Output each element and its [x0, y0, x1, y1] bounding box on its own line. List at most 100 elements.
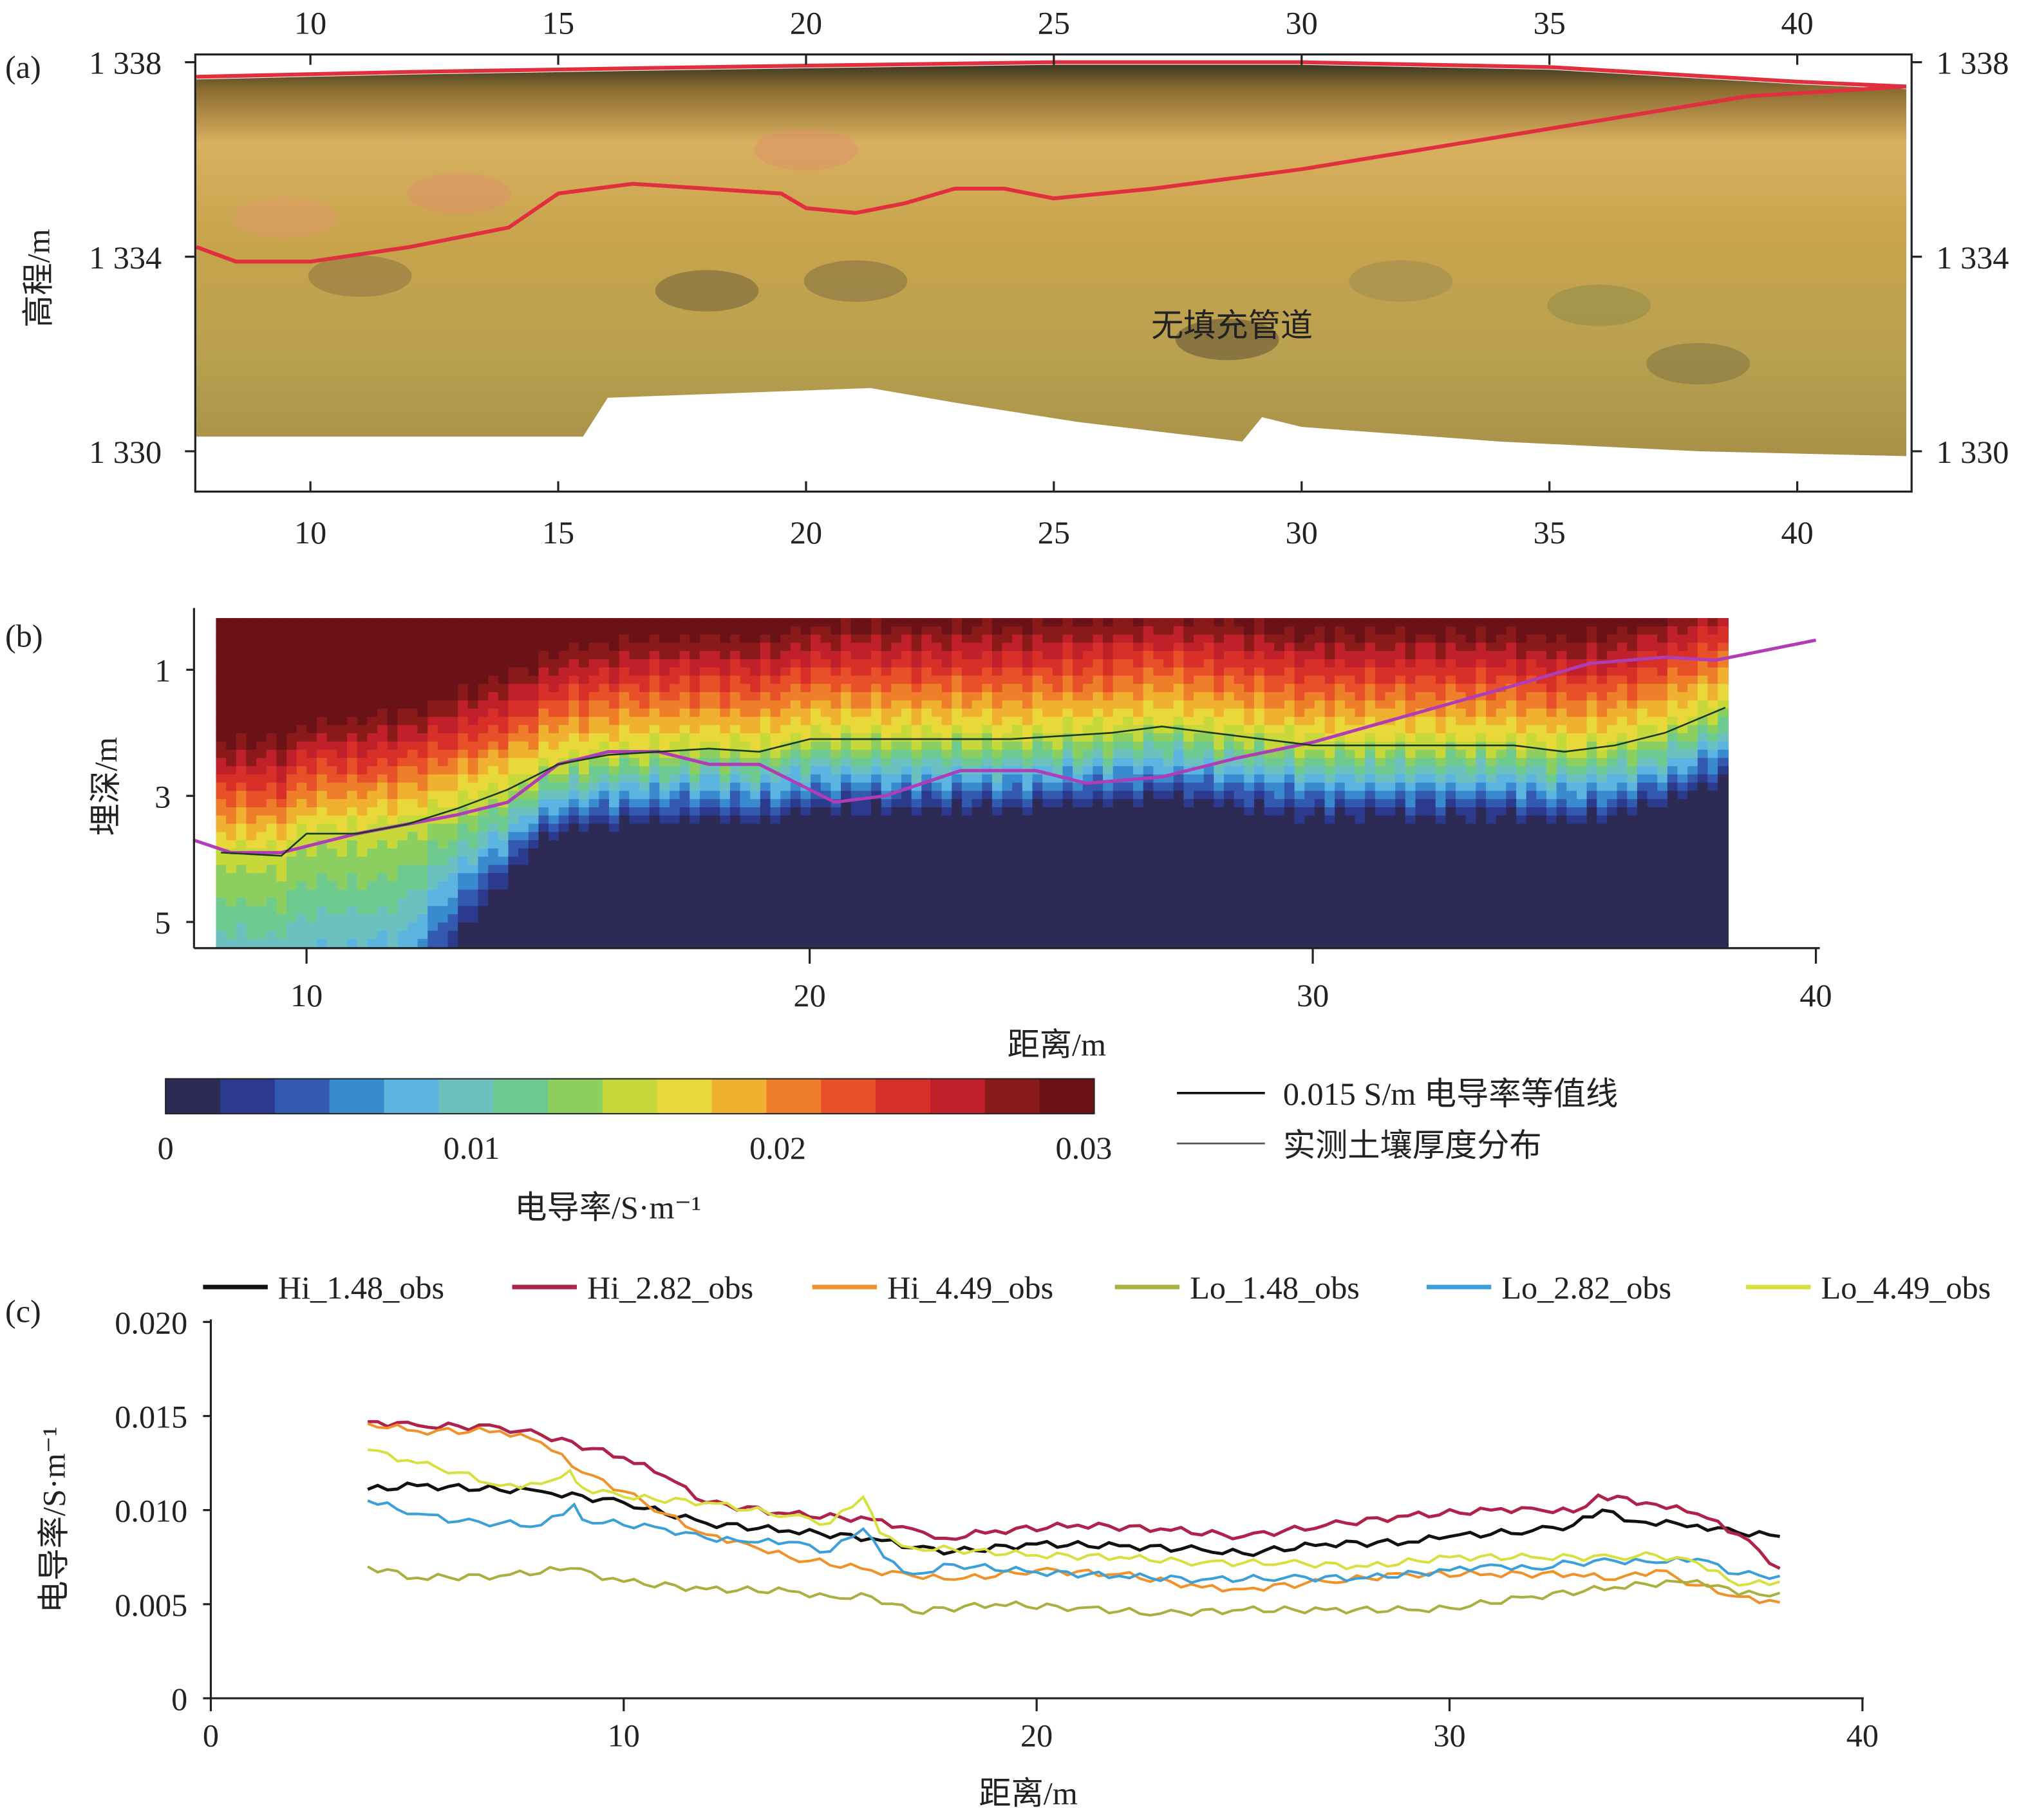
heatmap-cell	[1415, 807, 1427, 816]
heatmap-cell	[1153, 914, 1165, 924]
heatmap-cell	[538, 939, 550, 948]
heatmap-cell	[972, 939, 983, 948]
heatmap-cell	[1435, 758, 1447, 767]
heatmap-cell	[841, 832, 852, 841]
heatmap-cell	[820, 799, 832, 809]
heatmap-cell	[326, 906, 338, 915]
heatmap-cell	[357, 659, 368, 668]
heatmap-cell	[538, 930, 550, 940]
heatmap-cell	[1214, 914, 1225, 924]
heatmap-cell	[800, 840, 812, 850]
heatmap-cell	[266, 914, 277, 924]
heatmap-cell	[1274, 856, 1286, 866]
soil-texture	[1349, 260, 1453, 302]
heatmap-cell	[649, 782, 661, 792]
heatmap-cell	[377, 667, 388, 677]
heatmap-cell	[639, 897, 650, 907]
heatmap-cell	[488, 782, 500, 792]
heatmap-cell	[458, 914, 469, 924]
heatmap-cell	[508, 618, 520, 628]
heatmap-cell	[346, 791, 358, 800]
heatmap-cell	[1365, 626, 1376, 635]
heatmap-cell	[1425, 659, 1436, 668]
heatmap-cell	[558, 914, 570, 924]
heatmap-cell	[266, 865, 277, 874]
heatmap-cell	[1264, 906, 1275, 915]
heatmap-cell	[296, 700, 308, 709]
heatmap-cell	[397, 659, 409, 668]
heatmap-cell	[1445, 708, 1457, 718]
heatmap-cell	[558, 667, 570, 677]
heatmap-cell	[750, 634, 762, 644]
heatmap-cell	[729, 626, 741, 635]
heatmap-cell	[1203, 856, 1215, 866]
heatmap-cell	[1052, 922, 1064, 932]
heatmap-cell	[538, 848, 550, 858]
heatmap-cell	[1224, 700, 1235, 709]
heatmap-cell	[1133, 922, 1144, 932]
heatmap-cell	[306, 749, 318, 759]
heatmap-cell	[720, 774, 731, 783]
heatmap-cell	[1183, 618, 1195, 628]
heatmap-cell	[1425, 939, 1436, 948]
heatmap-cell	[1314, 643, 1326, 652]
heatmap-cell	[850, 823, 862, 833]
heatmap-cell	[1022, 643, 1033, 652]
heatmap-cell	[518, 914, 529, 924]
heatmap-cell	[538, 897, 550, 907]
heatmap-cell	[841, 848, 852, 858]
heatmap-cell	[397, 939, 409, 948]
heatmap-cell	[387, 782, 399, 792]
heatmap-cell	[1224, 749, 1235, 759]
heatmap-cell	[306, 733, 318, 742]
soil-texture	[407, 173, 511, 214]
heatmap-cell	[1103, 922, 1114, 932]
heatmap-cell	[346, 651, 358, 661]
heatmap-cell	[649, 939, 661, 948]
heatmap-cell	[1123, 692, 1134, 702]
heatmap-cell	[397, 774, 409, 783]
heatmap-cell	[861, 634, 872, 644]
heatmap-cell	[286, 758, 297, 767]
heatmap-cell	[881, 939, 892, 948]
heatmap-cell	[498, 651, 509, 661]
heatmap-cell	[528, 791, 540, 800]
heatmap-cell	[337, 856, 348, 866]
heatmap-cell	[891, 700, 903, 709]
heatmap-cell	[588, 634, 600, 644]
heatmap-cell	[679, 782, 691, 792]
heatmap-cell	[478, 741, 489, 751]
heatmap-cell	[609, 865, 620, 874]
heatmap-cell	[538, 840, 550, 850]
heatmap-cell	[901, 791, 912, 800]
heatmap-cell	[871, 667, 882, 677]
heatmap-cell	[699, 749, 711, 759]
heatmap-cell	[1445, 815, 1457, 825]
heatmap-cell	[498, 758, 509, 767]
heatmap-cell	[1445, 889, 1457, 899]
heatmap-cell	[1294, 791, 1306, 800]
heatmap-cell	[941, 758, 953, 767]
heatmap-cell	[498, 815, 509, 825]
heatmap-cell	[1143, 651, 1154, 661]
heatmap-cell	[871, 758, 882, 767]
heatmap-cell	[820, 717, 832, 726]
heatmap-cell	[286, 922, 297, 932]
heatmap-cell	[911, 700, 923, 709]
heatmap-cell	[568, 643, 580, 652]
heatmap-cell	[357, 758, 368, 767]
heatmap-cell	[306, 684, 318, 693]
heatmap-cell	[538, 749, 550, 759]
heatmap-cell	[458, 618, 469, 628]
heatmap-cell	[729, 651, 741, 661]
heatmap-cell	[1214, 618, 1225, 628]
heatmap-cell	[609, 914, 620, 924]
heatmap-cell	[820, 889, 832, 899]
heatmap-cell	[467, 873, 479, 883]
heatmap-cell	[1203, 840, 1215, 850]
heatmap-cell	[256, 643, 267, 652]
heatmap-cell	[790, 791, 802, 800]
heatmap-cell	[901, 659, 912, 668]
heatmap-cell	[588, 914, 600, 924]
heatmap-cell	[1103, 766, 1114, 776]
